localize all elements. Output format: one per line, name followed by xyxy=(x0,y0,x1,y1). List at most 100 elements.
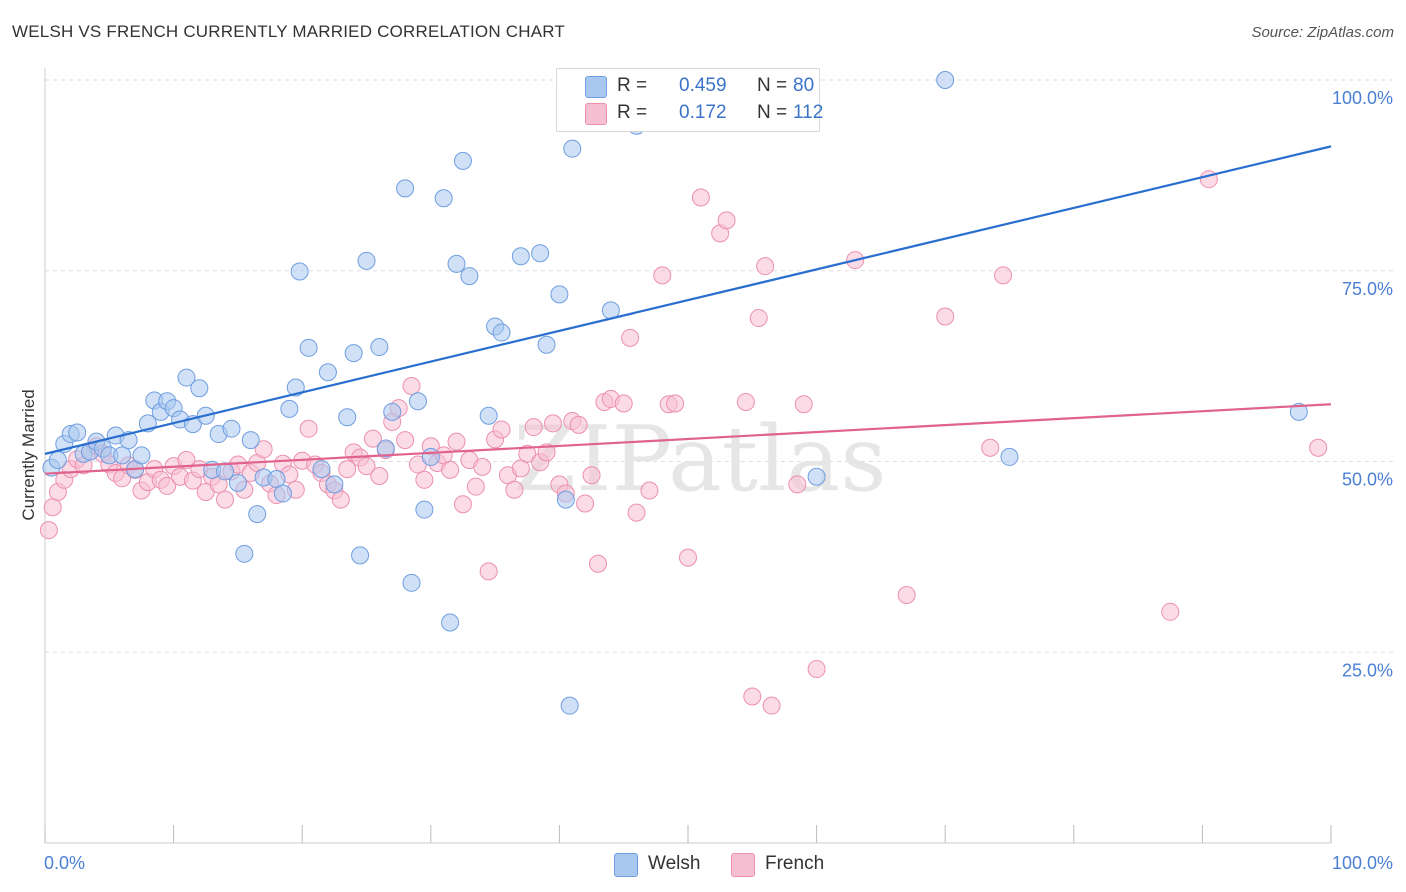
welsh-point xyxy=(357,251,376,270)
welsh-swatch xyxy=(585,76,607,98)
welsh-point xyxy=(351,546,370,565)
y-tick-label: 100.0% xyxy=(1332,88,1393,108)
welsh-point xyxy=(441,613,460,632)
french-point xyxy=(756,257,775,276)
french-point xyxy=(897,586,916,605)
n-label: N = xyxy=(757,102,788,123)
axes xyxy=(44,68,1332,844)
n-value: 112 xyxy=(793,102,824,123)
welsh-point xyxy=(344,344,363,363)
welsh-point xyxy=(479,406,498,425)
french-point xyxy=(582,466,601,485)
french-point xyxy=(569,415,588,434)
welsh-point xyxy=(280,399,299,418)
french-point xyxy=(524,418,543,437)
welsh-point xyxy=(434,189,453,208)
welsh-point xyxy=(228,473,247,492)
french-point xyxy=(588,554,607,573)
french-swatch xyxy=(731,853,755,877)
french-point xyxy=(691,188,710,207)
chart-title: WELSH VS FRENCH CURRENTLY MARRIED CORREL… xyxy=(12,22,566,41)
french-point xyxy=(479,562,498,581)
french-point xyxy=(402,376,421,395)
french-point xyxy=(466,477,485,496)
welsh-point xyxy=(241,431,260,450)
legend-label-french: French xyxy=(765,853,825,874)
french-point xyxy=(39,521,58,540)
french-swatch xyxy=(585,103,607,125)
french-point xyxy=(505,480,524,499)
french-point xyxy=(441,460,460,479)
french-point xyxy=(177,450,196,469)
r-value: 0.459 xyxy=(679,75,727,96)
welsh-point xyxy=(248,505,267,524)
french-point xyxy=(788,475,807,494)
welsh-point xyxy=(396,179,415,198)
french-point xyxy=(1309,438,1328,457)
french-point xyxy=(492,420,511,439)
welsh-point xyxy=(132,446,151,465)
tick-labels: 25.0% 50.0% 75.0% 100.0% 0.0% 100.0% xyxy=(44,88,1393,873)
french-point xyxy=(666,394,685,413)
welsh-point xyxy=(447,254,466,273)
y-tick-label: 25.0% xyxy=(1342,660,1393,680)
welsh-point xyxy=(286,378,305,397)
french-point xyxy=(254,440,273,459)
french-series xyxy=(39,170,1328,715)
french-point xyxy=(537,443,556,462)
welsh-point xyxy=(560,696,579,715)
french-point xyxy=(653,266,672,285)
french-point xyxy=(473,457,492,476)
french-point xyxy=(621,328,640,347)
series-legend: Welsh French xyxy=(0,850,1406,880)
french-point xyxy=(357,457,376,476)
french-point xyxy=(627,503,646,522)
welsh-swatch xyxy=(614,853,638,877)
welsh-point xyxy=(492,323,511,342)
welsh-point xyxy=(556,490,575,509)
welsh-point xyxy=(537,335,556,354)
welsh-point xyxy=(563,139,582,158)
x-tick-label: 100.0% xyxy=(1332,853,1393,873)
r-value: 0.172 xyxy=(679,102,727,123)
french-point xyxy=(1161,602,1180,621)
x-tick-label: 0.0% xyxy=(44,853,85,873)
welsh-point xyxy=(511,247,530,266)
french-trend-line xyxy=(44,403,1332,475)
welsh-point xyxy=(222,419,241,438)
welsh-point xyxy=(68,423,87,442)
welsh-point xyxy=(290,262,309,281)
french-point xyxy=(576,494,595,513)
welsh-point xyxy=(376,439,395,458)
r-label: R = xyxy=(617,75,648,96)
french-point xyxy=(396,431,415,450)
welsh-point xyxy=(318,363,337,382)
welsh-point xyxy=(531,244,550,263)
y-axis-label: Currently Married xyxy=(19,389,38,520)
y-tick-label: 75.0% xyxy=(1342,279,1393,299)
welsh-point xyxy=(177,368,196,387)
welsh-point xyxy=(936,71,955,89)
source-credit: Source: ZipAtlas.com xyxy=(1251,24,1394,41)
french-point xyxy=(447,432,466,451)
french-point xyxy=(299,419,318,438)
r-label: R = xyxy=(617,102,648,123)
trend-lines xyxy=(44,145,1332,475)
welsh-point xyxy=(312,460,331,479)
n-label: N = xyxy=(757,75,788,96)
french-point xyxy=(981,438,1000,457)
french-point xyxy=(936,307,955,326)
welsh-point xyxy=(807,467,826,486)
french-point xyxy=(614,394,633,413)
french-point xyxy=(216,490,235,509)
welsh-point xyxy=(325,475,344,494)
french-point xyxy=(743,687,762,706)
french-point xyxy=(543,414,562,433)
french-point xyxy=(43,498,62,517)
welsh-point xyxy=(190,379,209,398)
welsh-point xyxy=(299,338,318,357)
french-point xyxy=(679,548,697,567)
french-point xyxy=(158,476,177,495)
welsh-point xyxy=(235,544,254,563)
